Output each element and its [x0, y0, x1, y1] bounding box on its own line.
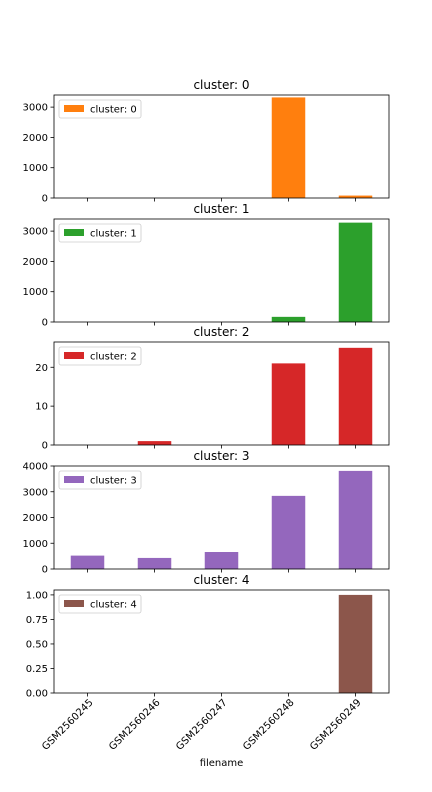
legend-swatch	[64, 229, 84, 236]
subplot-title: cluster: 0	[193, 78, 249, 92]
subplot-3: cluster: 3 0 1000 2000 3000 4000 cluster: 3	[23, 449, 390, 576]
bar-GSM2560249	[338, 222, 373, 322]
y-tick-label: 20	[35, 363, 48, 374]
legend: cluster: 2	[58, 346, 142, 366]
y-tick-label: 0	[42, 194, 48, 205]
bar-GSM2560249	[338, 470, 373, 569]
y-tick-label: 0	[42, 565, 48, 576]
subplot-title: cluster: 3	[193, 449, 249, 463]
subplot-1: cluster: 1 0 1000 2000 3000 cluster: 1	[23, 202, 390, 329]
y-tick-label: 0	[42, 318, 48, 329]
subplot-4: cluster: 4 0.00 0.25 0.50 0.75 1.00 cluster: 4	[26, 573, 390, 700]
y-tick-label: 0	[42, 441, 48, 452]
legend-label: cluster: 3	[90, 476, 137, 487]
subplot-2: cluster: 2 0 10 20 cluster: 2	[35, 325, 390, 452]
y-tick-label: 10	[35, 402, 48, 413]
legend-box	[58, 223, 142, 243]
bar-GSM2560249	[338, 594, 373, 693]
subplot-0: cluster: 0 0 1000 2000 3000 cluster: 0	[23, 78, 390, 205]
legend-box	[58, 470, 142, 490]
y-tick-label: 1.00	[26, 590, 48, 601]
subplot-title: cluster: 4	[193, 573, 249, 587]
legend: cluster: 4	[58, 594, 142, 614]
y-tick-label: 1000	[23, 163, 48, 174]
bar-GSM2560248	[271, 495, 306, 569]
bar-GSM2560249	[338, 195, 373, 198]
legend-box	[58, 346, 142, 366]
y-tick-label: 0.00	[26, 689, 48, 700]
legend-label: cluster: 1	[90, 229, 137, 240]
x-axis-label: filename	[200, 758, 244, 769]
legend-label: cluster: 0	[90, 105, 137, 116]
legend: cluster: 0	[58, 99, 142, 119]
bar-GSM2560249	[338, 347, 373, 445]
legend-swatch	[64, 600, 84, 607]
y-tick-label: 0.25	[26, 664, 48, 675]
legend-label: cluster: 4	[90, 600, 137, 611]
bar-GSM2560248	[271, 97, 306, 198]
y-tick-label: 2000	[23, 257, 48, 268]
y-tick-label: 3000	[23, 487, 48, 498]
y-tick-label: 0.75	[26, 615, 48, 626]
y-tick-label: 3000	[23, 227, 48, 238]
y-tick-label: 4000	[23, 462, 48, 473]
y-tick-label: 3000	[23, 103, 48, 114]
bar-GSM2560246	[137, 441, 172, 445]
legend-swatch	[64, 105, 84, 112]
legend-label: cluster: 2	[90, 352, 137, 363]
bar-GSM2560248	[271, 316, 306, 322]
subplot-title: cluster: 2	[193, 325, 249, 339]
y-tick-label: 1000	[23, 287, 48, 298]
y-tick-label: 2000	[23, 133, 48, 144]
y-tick-label: 1000	[23, 539, 48, 550]
y-tick-label: 0.50	[26, 639, 48, 650]
y-tick-label: 2000	[23, 513, 48, 524]
legend: cluster: 3	[58, 470, 142, 490]
bar-GSM2560248	[271, 363, 306, 445]
legend-box	[58, 99, 142, 119]
bar-GSM2560246	[137, 557, 172, 569]
legend-box	[58, 594, 142, 614]
subplot-title: cluster: 1	[193, 202, 249, 216]
bar-GSM2560247	[204, 552, 239, 569]
bar-GSM2560245	[70, 555, 105, 569]
legend: cluster: 1	[58, 223, 142, 243]
legend-swatch	[64, 352, 84, 359]
legend-swatch	[64, 476, 84, 483]
